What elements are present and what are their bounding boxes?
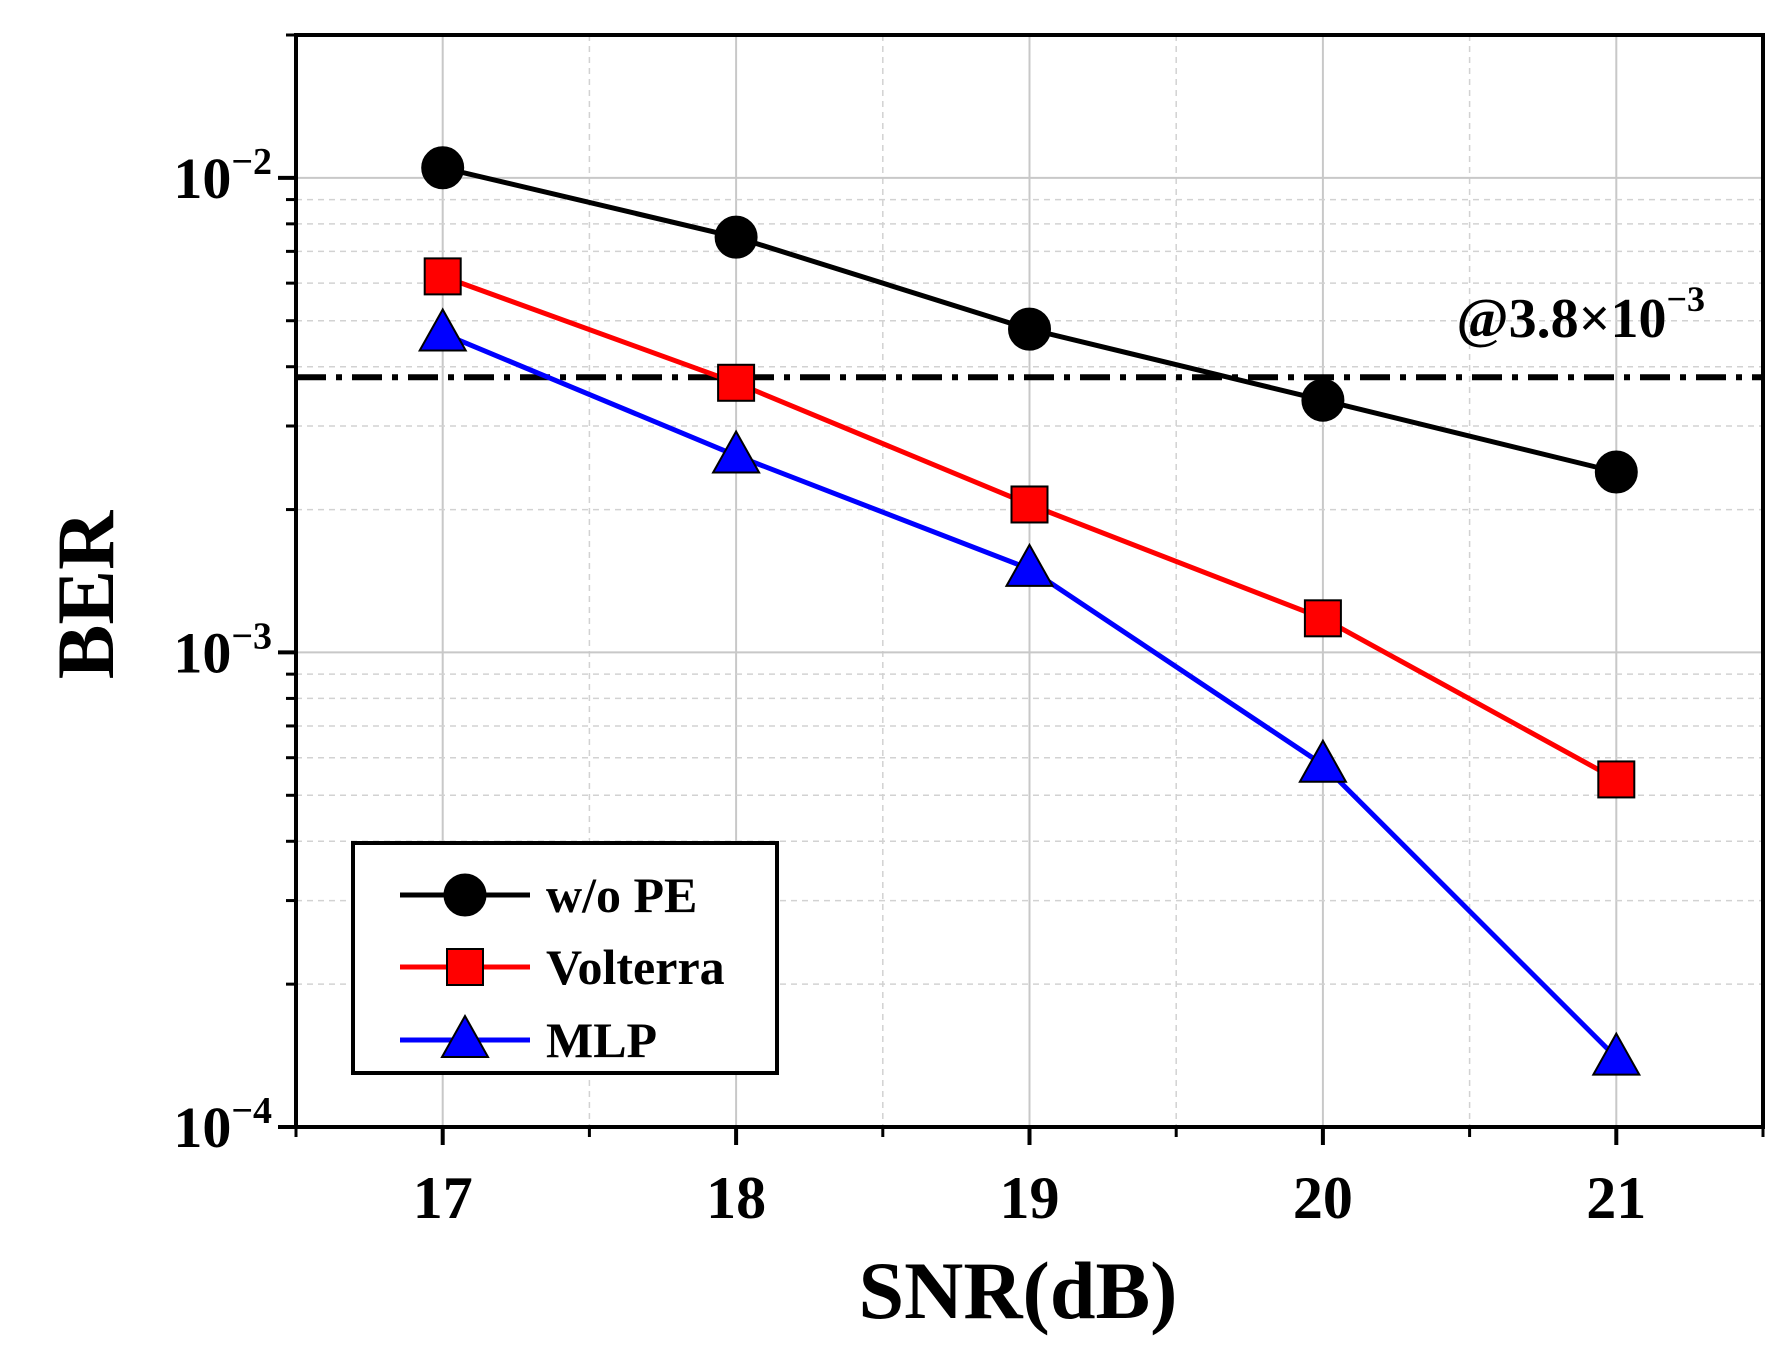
- legend-marker-w-o-pe: [443, 873, 487, 917]
- data-point-mlp: [1004, 542, 1055, 587]
- x-tick-label: 21: [1586, 1165, 1646, 1231]
- data-point-w-o-pe: [421, 146, 465, 190]
- y-tick-label-base: 10: [173, 146, 231, 211]
- x-tick-label: 19: [1000, 1165, 1060, 1231]
- data-point-mlp: [1298, 738, 1348, 783]
- y-tick-label: 10−3: [173, 615, 272, 685]
- legend-label: MLP: [546, 1012, 657, 1068]
- data-point-volterra: [423, 257, 462, 296]
- legend: w/o PE Volterra MLP: [351, 841, 779, 1075]
- x-tick-label: 20: [1293, 1165, 1353, 1231]
- legend-item-mlp: MLP: [400, 1012, 657, 1068]
- data-point-w-o-pe: [714, 215, 758, 259]
- legend-marker-volterra: [446, 948, 484, 986]
- legend-box: [351, 841, 779, 1075]
- data-point-mlp: [417, 307, 468, 352]
- threshold-label-prefix: @3.8×10: [1456, 288, 1666, 350]
- data-point-volterra: [1010, 485, 1049, 524]
- y-axis-title: BER: [40, 510, 131, 679]
- y-tick-label: 10−4: [173, 1090, 272, 1160]
- y-tick-label-exponent: −3: [231, 615, 272, 657]
- x-tick-label: 17: [413, 1165, 473, 1231]
- threshold-label-exponent: −3: [1666, 279, 1705, 319]
- data-point-volterra: [1597, 760, 1636, 799]
- data-point-mlp: [711, 429, 761, 474]
- y-tick-label-exponent: −4: [231, 1090, 272, 1132]
- data-point-w-o-pe: [1301, 378, 1345, 422]
- legend-label: w/o PE: [546, 867, 697, 923]
- data-point-w-o-pe: [1008, 307, 1051, 351]
- series-w-o-pe: [421, 146, 1638, 494]
- series-mlp: [417, 307, 1642, 1076]
- x-axis-title: SNR(dB): [859, 1245, 1178, 1336]
- series-volterra: [423, 257, 1636, 799]
- legend-items: w/o PE Volterra MLP: [400, 867, 725, 1068]
- legend-marker-mlp: [440, 1013, 490, 1058]
- x-tick-label: 18: [706, 1165, 766, 1231]
- legend-label: Volterra: [546, 939, 725, 995]
- data-point-volterra: [717, 363, 756, 402]
- threshold-label: @3.8×10−3: [1456, 279, 1705, 350]
- data-point-w-o-pe: [1594, 450, 1638, 494]
- y-tick-label-base: 10: [173, 1095, 231, 1160]
- data-point-volterra: [1303, 599, 1342, 638]
- y-tick-label-exponent: −2: [231, 141, 272, 183]
- data-point-mlp: [1591, 1031, 1642, 1076]
- series-group: [417, 146, 1642, 1076]
- ticks: [278, 33, 1765, 1145]
- legend-item-volterra: Volterra: [400, 939, 725, 995]
- legend-item-w-o-pe: w/o PE: [400, 867, 697, 923]
- y-tick-label-base: 10: [173, 620, 231, 685]
- y-tick-label: 10−2: [173, 141, 272, 211]
